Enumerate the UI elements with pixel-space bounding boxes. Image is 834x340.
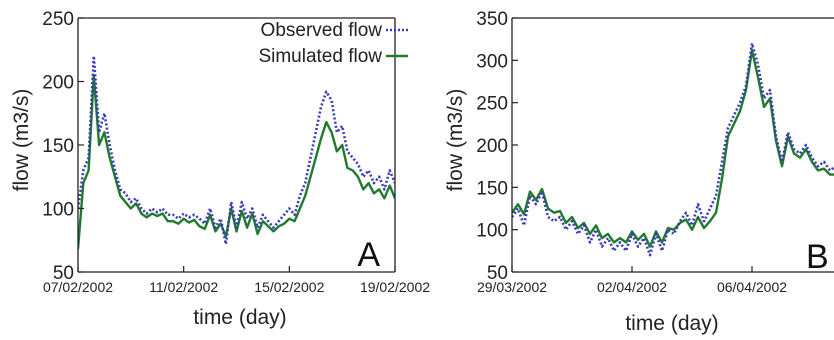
panel-b-series-simulated-line	[512, 49, 834, 248]
panel-b-x-tick-label: 06/04/2002	[717, 279, 787, 295]
panel-a: 50 100 150 200 250 07/02/2002 11/02/2002 15/02…	[10, 9, 430, 329]
legend-observed-label: Observed flow	[261, 20, 383, 41]
panel-b-y-axis-label: flow (m3/s)	[444, 89, 467, 192]
panel-a-x-tick-label: 19/02/2002	[360, 279, 430, 295]
panel-a-series-simulated-line	[78, 74, 395, 250]
panel-a-y-tick-label: 250	[42, 9, 74, 30]
panel-a-x-tick-label: 11/02/2002	[149, 279, 218, 295]
panel-b-x-ticks: 29/03/2002 02/04/2002 06/04/2002	[477, 266, 787, 295]
panel-a-series	[78, 54, 395, 250]
panel-a-y-tick-label: 150	[42, 136, 74, 157]
legend: Observed flow Simulated flow	[258, 20, 408, 67]
panel-b-y-tick-label: 300	[476, 51, 508, 72]
panel-b-y-tick-label: 150	[476, 178, 508, 199]
panel-b-y-tick-label: 250	[476, 94, 508, 115]
panel-a-series-observed-line	[78, 54, 395, 246]
panel-b-y-tick-label: 200	[476, 136, 508, 157]
panel-a-x-ticks: 07/02/2002 11/02/2002 15/02/2002 19/02/2002	[43, 266, 430, 295]
panel-b-y-tick-label: 100	[476, 221, 508, 242]
legend-simulated-label: Simulated flow	[258, 46, 382, 67]
panel-a-y-tick-label: 50	[53, 263, 74, 284]
panel-a-y-tick-label: 200	[42, 73, 74, 94]
panel-b-x-axis-label: time (day)	[625, 312, 718, 335]
panel-b-y-ticks: 50 100 150 200 250 300 350	[476, 9, 518, 284]
panel-b-y-tick-label: 350	[476, 9, 508, 30]
panel-a-y-axis-label: flow (m3/s)	[10, 89, 33, 192]
panel-b-y-tick-label: 50	[487, 263, 508, 284]
panel-a-y-ticks: 50 100 150 200 250	[42, 9, 84, 284]
panel-b-x-tick-label: 29/03/2002	[477, 279, 547, 295]
panel-a-x-tick-label: 15/02/2002	[254, 279, 324, 295]
panel-b-x-tick-label: 02/04/2002	[597, 279, 667, 295]
panel-a-y-tick-label: 100	[42, 200, 74, 221]
panel-b-label: B	[806, 238, 829, 276]
panel-a-x-axis-label: time (day)	[193, 306, 286, 329]
panel-b: 50 100 150 200 250 300 350 29/03/2002 02/04/200…	[444, 9, 834, 335]
panel-a-label: A	[357, 236, 380, 274]
panel-a-x-tick-label: 07/02/2002	[43, 279, 113, 295]
panel-b-series	[512, 42, 834, 257]
